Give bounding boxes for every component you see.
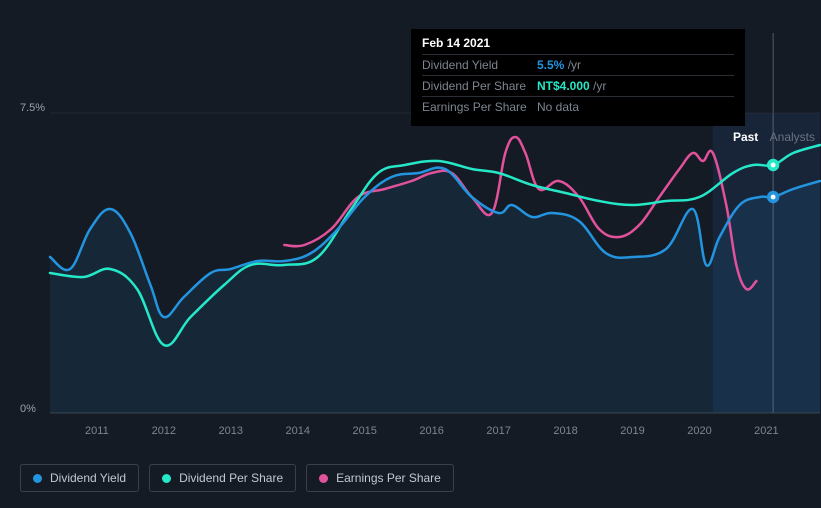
x-tick: 2013 (219, 425, 243, 437)
tooltip-row-label: Earnings Per Share (422, 100, 537, 114)
chart-tooltip: Feb 14 2021 Dividend Yield5.5% /yrDivide… (411, 29, 745, 126)
legend-dot-icon (33, 474, 42, 483)
tooltip-row-value: 5.5% /yr (537, 58, 581, 72)
tab-past[interactable]: Past (733, 130, 758, 144)
x-tick: 2018 (553, 425, 577, 437)
legend-item-div_yield[interactable]: Dividend Yield (20, 464, 139, 492)
x-tick: 2011 (85, 425, 109, 437)
chart-container: Feb 14 2021 Dividend Yield5.5% /yrDivide… (0, 0, 821, 508)
tab-analysts[interactable]: Analysts (770, 130, 815, 144)
plot-canvas[interactable] (50, 113, 820, 413)
x-tick: 2021 (754, 425, 778, 437)
legend-label: Dividend Yield (50, 471, 126, 485)
x-tick: 2012 (152, 425, 176, 437)
tooltip-row: Dividend Per ShareNT$4.000 /yr (422, 75, 734, 96)
range-tabs: Past Analysts (733, 130, 815, 144)
y-axis-max: 7.5% (20, 102, 45, 114)
x-tick: 2019 (620, 425, 644, 437)
tooltip-date: Feb 14 2021 (422, 36, 734, 50)
tooltip-row-label: Dividend Per Share (422, 79, 537, 93)
legend-label: Earnings Per Share (336, 471, 441, 485)
legend-label: Dividend Per Share (179, 471, 283, 485)
tooltip-row-value: No data (537, 100, 579, 114)
x-tick: 2017 (486, 425, 510, 437)
legend-item-div_per_share[interactable]: Dividend Per Share (149, 464, 296, 492)
legend-item-eps[interactable]: Earnings Per Share (306, 464, 454, 492)
tooltip-row-value: NT$4.000 /yr (537, 79, 606, 93)
tooltip-row-label: Dividend Yield (422, 58, 537, 72)
y-axis-min: 0% (20, 403, 36, 415)
legend-dot-icon (162, 474, 171, 483)
plot-svg (50, 113, 820, 413)
chart-area: 7.5% 0% 2011 2012 2013 2014 2015 2016 2017 2018… (20, 105, 820, 445)
x-tick: 2015 (352, 425, 376, 437)
legend-dot-icon (319, 474, 328, 483)
x-tick: 2016 (419, 425, 443, 437)
tooltip-row: Dividend Yield5.5% /yr (422, 54, 734, 75)
tooltip-row: Earnings Per ShareNo data (422, 96, 734, 117)
legend: Dividend Yield Dividend Per Share Earnings… (20, 464, 454, 492)
x-tick: 2014 (285, 425, 309, 437)
x-axis: 2011 2012 2013 2014 2015 2016 2017 2018 2019 2020… (50, 425, 820, 445)
x-tick: 2020 (687, 425, 711, 437)
